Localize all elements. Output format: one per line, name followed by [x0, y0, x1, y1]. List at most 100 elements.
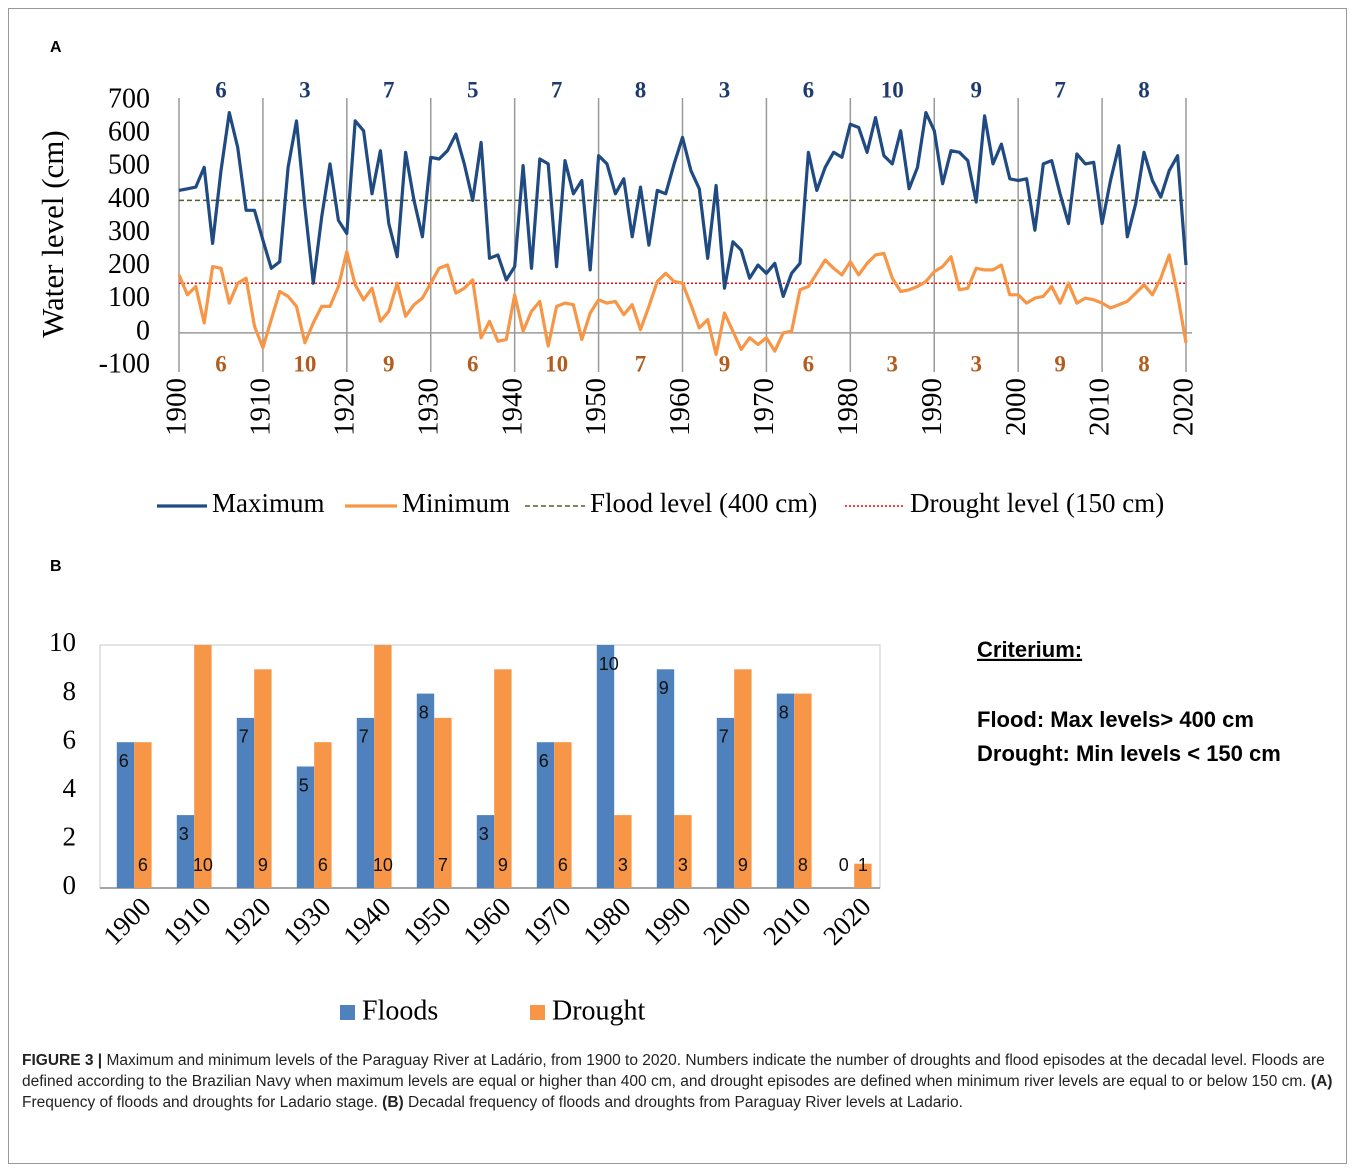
criterium-line: Drought: Min levels < 150 cm — [977, 741, 1281, 766]
y-tick-label: 0 — [136, 315, 150, 346]
bar — [674, 815, 692, 888]
bar — [854, 863, 872, 888]
x-tick-label: 2000 — [697, 891, 756, 950]
y-tick-label: 4 — [63, 773, 77, 803]
data-label: 6 — [558, 855, 568, 875]
drought-count: 6 — [215, 351, 227, 376]
legend-label: Floods — [362, 995, 438, 1026]
data-label: 9 — [738, 855, 748, 875]
bar — [494, 669, 512, 888]
flood-count: 6 — [803, 77, 815, 102]
x-tick-label: 1930 — [277, 891, 336, 950]
y-tick-label: -100 — [99, 348, 150, 379]
flood-count: 7 — [1054, 77, 1066, 102]
data-label: 7 — [438, 855, 448, 875]
x-tick-label: 2000 — [1000, 378, 1032, 436]
y-axis-label: Water level (cm) — [35, 130, 70, 338]
x-tick-label: 1990 — [916, 378, 948, 436]
bar — [314, 742, 332, 888]
figure-frame — [8, 8, 1347, 1164]
bar — [194, 645, 212, 888]
x-tick-label: 1980 — [577, 891, 636, 950]
drought-count: 7 — [635, 351, 647, 376]
bar — [614, 815, 632, 888]
y-tick-label: 6 — [63, 724, 77, 754]
legend-swatch — [340, 1005, 355, 1020]
x-tick-label: 2020 — [817, 891, 876, 950]
x-tick-label: 1950 — [397, 891, 456, 950]
x-tick-label: 2010 — [1084, 378, 1116, 436]
flood-count: 10 — [881, 77, 904, 102]
bar — [236, 717, 255, 888]
drought-count: 9 — [383, 351, 395, 376]
data-label: 9 — [258, 855, 268, 875]
flood-count: 8 — [635, 77, 647, 102]
caption: FIGURE 3 | Maximum and minimum levels of… — [22, 1050, 1337, 1113]
y-tick-label: 300 — [108, 216, 150, 247]
legend-label: Minimum — [402, 488, 510, 518]
caption-text: FIGURE 3 | — [22, 1052, 103, 1069]
x-tick-label: 1990 — [637, 891, 696, 950]
data-label: 8 — [798, 855, 808, 875]
flood-count: 3 — [719, 77, 731, 102]
x-tick-label: 1940 — [496, 378, 528, 436]
drought-count: 3 — [970, 351, 982, 376]
bar — [176, 815, 195, 888]
data-label: 6 — [138, 855, 148, 875]
x-tick-label: 1960 — [664, 378, 696, 436]
y-tick-label: 2 — [63, 822, 77, 852]
data-label: 6 — [119, 751, 129, 771]
bar — [656, 669, 675, 888]
flood-count: 5 — [467, 77, 479, 102]
y-tick-label: 700 — [108, 83, 150, 114]
bar — [416, 693, 435, 888]
x-tick-label: 1970 — [748, 378, 780, 436]
data-label: 8 — [779, 702, 789, 722]
x-tick-label: 1970 — [517, 891, 576, 950]
drought-count: 6 — [467, 351, 479, 376]
x-tick-label: 1900 — [97, 891, 156, 950]
drought-count: 9 — [1054, 351, 1066, 376]
bar — [134, 742, 152, 888]
bar — [776, 693, 795, 888]
panel-label: B — [50, 558, 62, 575]
x-tick-label: 2010 — [757, 891, 816, 950]
legend-label: Drought — [552, 995, 646, 1026]
bar — [476, 815, 495, 888]
data-label: 8 — [419, 702, 429, 722]
data-label: 6 — [539, 751, 549, 771]
data-line — [177, 250, 1188, 356]
data-label: 9 — [659, 678, 669, 698]
flood-count: 7 — [551, 77, 563, 102]
bar — [596, 645, 615, 888]
bar — [434, 717, 452, 888]
x-tick-label: 1950 — [580, 378, 612, 436]
y-tick-label: 200 — [108, 249, 150, 280]
caption-text: (B) — [382, 1094, 404, 1111]
data-label: 3 — [179, 824, 189, 844]
x-tick-label: 1920 — [328, 378, 360, 436]
bar — [296, 766, 315, 888]
bar — [554, 742, 572, 888]
caption-text: Decadal frequency of floods and droughts… — [403, 1094, 963, 1111]
y-tick-label: 10 — [49, 627, 76, 657]
flood-count: 6 — [215, 77, 227, 102]
flood-count: 7 — [383, 77, 395, 102]
legend-label: Flood level (400 cm) — [590, 488, 817, 518]
data-label: 0 — [839, 855, 849, 875]
data-label: 10 — [373, 855, 393, 875]
x-tick-label: 1910 — [245, 378, 277, 436]
criterium-heading: Criterium: — [977, 637, 1082, 662]
data-label: 10 — [193, 855, 213, 875]
data-line — [178, 111, 1188, 298]
legend-label: Drought level (150 cm) — [910, 488, 1164, 518]
x-tick-label: 1940 — [337, 891, 396, 950]
flood-count: 9 — [970, 77, 982, 102]
y-tick-label: 8 — [63, 676, 77, 706]
drought-count: 3 — [887, 351, 899, 376]
drought-count: 10 — [293, 351, 316, 376]
data-label: 7 — [239, 727, 249, 747]
data-label: 7 — [719, 727, 729, 747]
flood-count: 3 — [299, 77, 311, 102]
